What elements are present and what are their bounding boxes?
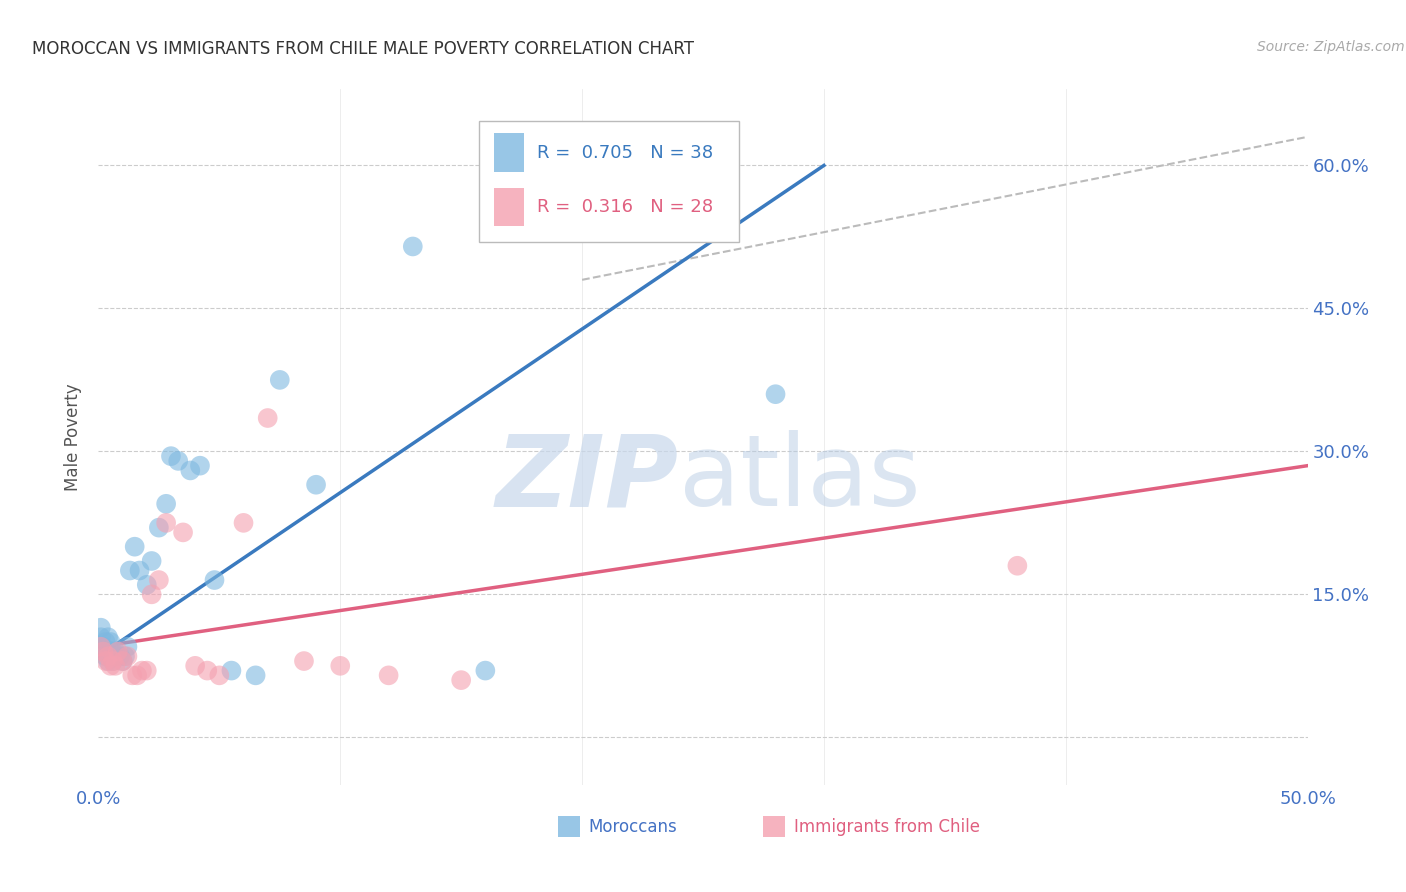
Point xyxy=(91,644,114,658)
Point xyxy=(188,458,211,473)
Point xyxy=(128,564,150,578)
Point xyxy=(111,654,134,668)
Point xyxy=(117,640,139,654)
Point xyxy=(121,668,143,682)
Text: Moroccans: Moroccans xyxy=(588,818,676,836)
Bar xyxy=(558,816,579,837)
Point xyxy=(94,649,117,664)
Point xyxy=(90,640,112,654)
Bar xyxy=(494,134,524,171)
Point xyxy=(135,664,157,678)
Bar xyxy=(494,188,524,227)
Point xyxy=(141,554,163,568)
Point xyxy=(292,654,315,668)
Point xyxy=(91,644,114,658)
Point xyxy=(117,649,139,664)
Point xyxy=(90,621,112,635)
Point xyxy=(107,644,129,658)
Text: R =  0.705   N = 38: R = 0.705 N = 38 xyxy=(537,144,713,161)
Point xyxy=(104,658,127,673)
Point xyxy=(1007,558,1029,573)
Y-axis label: Male Poverty: Male Poverty xyxy=(65,384,83,491)
Point xyxy=(167,454,190,468)
Point xyxy=(100,644,122,658)
Point xyxy=(101,654,124,668)
Point xyxy=(148,521,170,535)
Point xyxy=(135,578,157,592)
Point xyxy=(111,654,134,668)
Point xyxy=(108,649,131,664)
Point xyxy=(329,658,352,673)
Point xyxy=(118,564,141,578)
Point xyxy=(91,640,114,654)
Point xyxy=(305,477,328,491)
Point xyxy=(114,649,136,664)
Point xyxy=(124,540,146,554)
Point xyxy=(97,654,120,668)
Bar xyxy=(763,816,785,837)
Point xyxy=(221,664,243,678)
Point xyxy=(474,664,496,678)
Point xyxy=(172,525,194,540)
Text: R =  0.316   N = 28: R = 0.316 N = 28 xyxy=(537,198,713,216)
Point xyxy=(141,587,163,601)
Point xyxy=(184,658,207,673)
Point xyxy=(208,668,231,682)
Text: Immigrants from Chile: Immigrants from Chile xyxy=(794,818,980,836)
Point xyxy=(450,673,472,687)
Point xyxy=(94,635,117,649)
Point xyxy=(100,635,122,649)
Point xyxy=(101,644,124,658)
Point xyxy=(97,630,120,644)
Point xyxy=(195,664,218,678)
Point xyxy=(204,573,226,587)
Point xyxy=(148,573,170,587)
Point xyxy=(100,658,122,673)
Point xyxy=(256,411,278,425)
Point xyxy=(100,649,122,664)
FancyBboxPatch shape xyxy=(479,120,740,243)
Point xyxy=(155,516,177,530)
Point xyxy=(127,668,149,682)
Point xyxy=(155,497,177,511)
Point xyxy=(101,654,124,668)
Point xyxy=(94,654,117,668)
Text: MOROCCAN VS IMMIGRANTS FROM CHILE MALE POVERTY CORRELATION CHART: MOROCCAN VS IMMIGRANTS FROM CHILE MALE P… xyxy=(32,40,695,59)
Point xyxy=(402,239,425,253)
Point xyxy=(269,373,291,387)
Point xyxy=(765,387,787,401)
Point xyxy=(104,644,127,658)
Point xyxy=(245,668,267,682)
Point xyxy=(97,649,120,664)
Point xyxy=(107,649,129,664)
Text: atlas: atlas xyxy=(679,430,921,527)
Point xyxy=(377,668,399,682)
Text: ZIP: ZIP xyxy=(496,430,679,527)
Point xyxy=(131,664,153,678)
Point xyxy=(160,449,183,463)
Point xyxy=(232,516,254,530)
Text: Source: ZipAtlas.com: Source: ZipAtlas.com xyxy=(1257,40,1405,54)
Point xyxy=(90,630,112,644)
Point xyxy=(179,463,201,477)
